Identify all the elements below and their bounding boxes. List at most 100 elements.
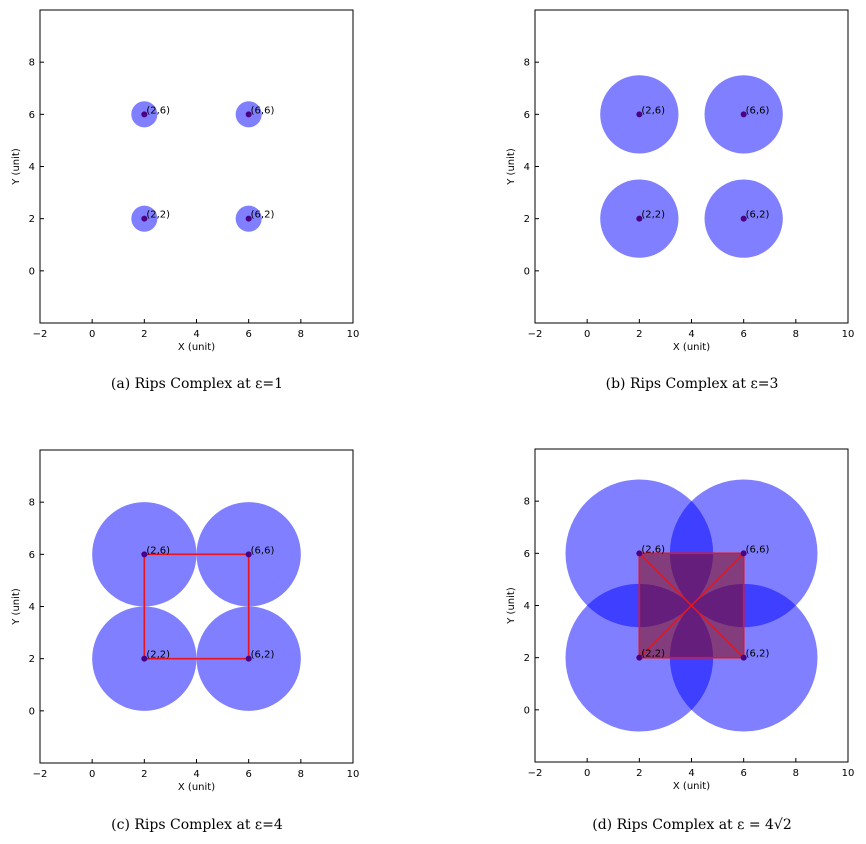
y-tick-label: 4	[29, 602, 35, 613]
y-tick-label: 8	[29, 58, 35, 69]
data-point-2	[740, 550, 747, 557]
point-label-3: (2,2)	[641, 649, 665, 660]
x-tick-label: 0	[584, 329, 590, 340]
y-tick-label: 6	[524, 110, 530, 121]
x-tick-label: 2	[141, 329, 147, 340]
axes-frame	[534, 9, 849, 324]
y-tick-label: 6	[29, 110, 35, 121]
chart-panel-2: (2,6) (6,6) (2,2) (6,2) −2 0 2 4 6 8 10 0 2 4 6 8 X (uni…	[506, 9, 855, 392]
x-axis-label: X (unit)	[178, 342, 215, 353]
data-point-1	[636, 111, 643, 118]
point-label-1: (2,6)	[641, 105, 665, 116]
x-axis-label: X (unit)	[673, 781, 710, 792]
data-point-2	[245, 551, 252, 558]
x-tick-label: −2	[33, 329, 48, 340]
y-tick-label: 2	[524, 214, 530, 225]
plot-area: (2,6) (6,6) (2,2) (6,2)	[92, 502, 301, 711]
axes-frame	[39, 449, 354, 764]
x-tick-label: 6	[740, 329, 746, 340]
y-tick-label: 6	[524, 549, 530, 560]
y-tick-label: 0	[524, 266, 530, 277]
subfigure-caption: (c) Rips Complex at ε=4	[111, 817, 283, 833]
data-point-1	[636, 550, 643, 557]
chart-panel-3: (2,6) (6,6) (2,2) (6,2) −2 0 2 4 6 8 10 0 2 4 6 8 X (uni…	[11, 449, 360, 833]
point-label-1: (2,6)	[146, 105, 170, 116]
x-tick-label: 8	[793, 768, 799, 779]
point-label-3: (2,2)	[641, 210, 665, 221]
y-tick-label: 6	[29, 550, 35, 561]
x-tick-label: 10	[347, 769, 360, 780]
subfigure-caption: (d) Rips Complex at ε = 4√2	[592, 817, 791, 833]
x-axis-label: X (unit)	[673, 342, 710, 353]
simplex-edge-6	[638, 552, 745, 659]
point-label-3: (2,2)	[146, 210, 170, 221]
data-point-4	[245, 655, 252, 662]
x-tick-label: 0	[89, 329, 95, 340]
subfigure-caption: (b) Rips Complex at ε=3	[606, 376, 779, 392]
x-tick-label: 4	[688, 768, 694, 779]
x-tick-label: 10	[842, 768, 855, 779]
point-label-2: (6,6)	[251, 545, 275, 556]
x-tick-label: 6	[245, 329, 251, 340]
x-tick-label: 8	[298, 329, 304, 340]
y-tick-label: 0	[29, 706, 35, 717]
x-tick-label: −2	[528, 329, 543, 340]
point-label-2: (6,6)	[746, 544, 770, 555]
point-label-4: (6,2)	[746, 210, 770, 221]
x-tick-label: 2	[141, 769, 147, 780]
x-axis-label: X (unit)	[178, 782, 215, 793]
y-tick-label: 4	[524, 601, 530, 612]
point-label-4: (6,2)	[251, 210, 275, 221]
y-tick-label: 8	[29, 498, 35, 509]
x-tick-label: 0	[584, 768, 590, 779]
x-tick-label: 6	[740, 768, 746, 779]
data-point-4	[740, 654, 747, 661]
point-label-2: (6,6)	[251, 105, 275, 116]
y-tick-label: 0	[524, 705, 530, 716]
chart-panel-1: (2,6) (6,6) (2,2) (6,2) −2 0 2 4 6 8 10 0 2 4 6 8 X (uni…	[11, 9, 360, 392]
point-label-2: (6,6)	[746, 105, 770, 116]
x-tick-label: 4	[193, 329, 199, 340]
y-tick-label: 4	[524, 162, 530, 173]
axes-frame	[39, 9, 354, 324]
y-tick-label: 4	[29, 162, 35, 173]
x-tick-label: 2	[636, 768, 642, 779]
y-axis-label: Y (unit)	[506, 587, 517, 625]
x-tick-label: 6	[245, 769, 251, 780]
data-point-3	[141, 215, 148, 222]
data-point-3	[636, 215, 643, 222]
plot-area: (2,6) (6,6) (2,2) (6,2)	[131, 101, 275, 232]
plot-area: (2,6) (6,6) (2,2) (6,2)	[600, 75, 783, 258]
data-point-3	[636, 654, 643, 661]
chart-panel-4: (2,6) (6,6) (2,2) (6,2) −2 0 2 4 6 8 10 0 2 4 6 8 X (uni…	[506, 448, 855, 833]
point-label-3: (2,2)	[146, 650, 170, 661]
point-label-1: (2,6)	[641, 544, 665, 555]
x-tick-label: −2	[33, 769, 48, 780]
y-tick-label: 2	[29, 214, 35, 225]
y-tick-label: 2	[29, 654, 35, 665]
y-tick-label: 8	[524, 58, 530, 69]
subfigure-caption: (a) Rips Complex at ε=1	[111, 376, 283, 392]
data-point-4	[245, 215, 252, 222]
y-axis-label: Y (unit)	[11, 148, 22, 186]
x-tick-label: 8	[793, 329, 799, 340]
y-tick-label: 8	[524, 497, 530, 508]
x-tick-label: 4	[193, 769, 199, 780]
data-point-1	[141, 551, 148, 558]
x-tick-label: 4	[688, 329, 694, 340]
point-label-1: (2,6)	[146, 545, 170, 556]
y-tick-label: 2	[524, 653, 530, 664]
data-point-2	[740, 111, 747, 118]
plot-area: (2,6) (6,6) (2,2) (6,2)	[565, 479, 818, 732]
x-tick-label: 10	[842, 329, 855, 340]
data-point-1	[141, 111, 148, 118]
y-tick-label: 0	[29, 266, 35, 277]
x-tick-label: 2	[636, 329, 642, 340]
x-tick-label: 10	[347, 329, 360, 340]
data-point-4	[740, 215, 747, 222]
y-axis-label: Y (unit)	[506, 148, 517, 186]
data-point-3	[141, 655, 148, 662]
y-axis-label: Y (unit)	[11, 588, 22, 626]
x-tick-label: 0	[89, 769, 95, 780]
